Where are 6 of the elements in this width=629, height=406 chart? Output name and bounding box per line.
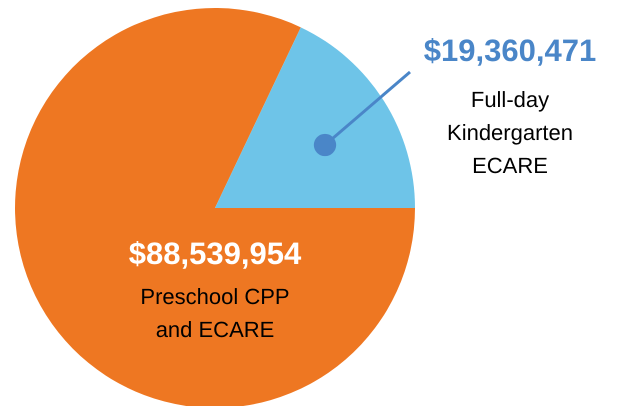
slice-label: Full-day Kindergarten ECARE xyxy=(447,87,573,178)
slice-label: Preschool CPP and ECARE xyxy=(140,284,290,342)
data-label: $88,539,954 xyxy=(128,236,302,271)
pie-slice xyxy=(15,8,415,406)
pie-slice xyxy=(215,27,415,208)
data-label: $19,360,471 xyxy=(424,33,596,68)
